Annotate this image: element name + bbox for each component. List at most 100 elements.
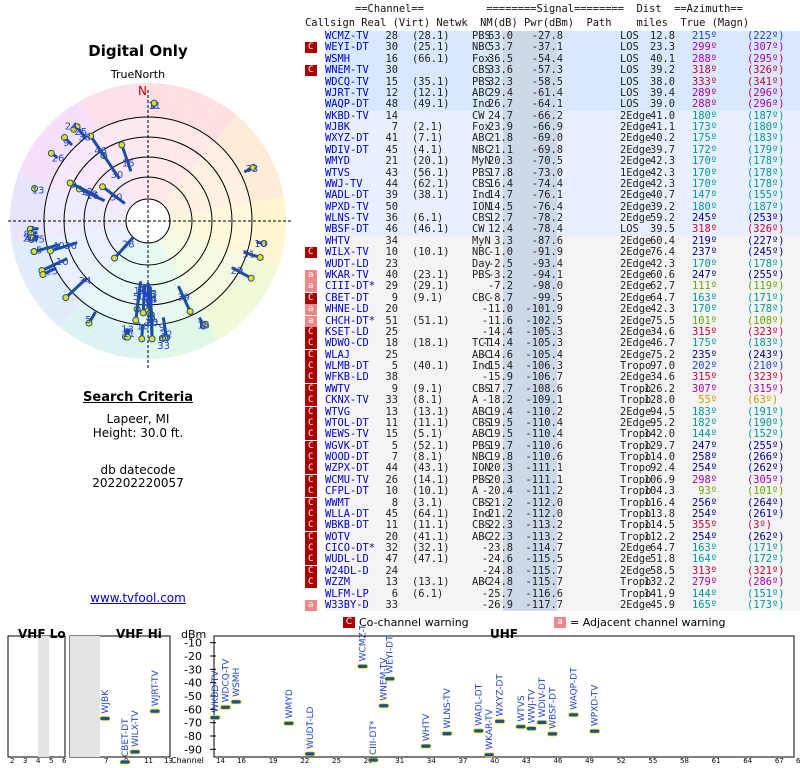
sector-wedge	[148, 91, 217, 221]
cell-real: 14	[385, 109, 398, 122]
cochannel-warning-icon: C	[305, 429, 317, 441]
cell-cs[interactable]: WZPX-DT	[325, 462, 369, 475]
cell-cs[interactable]: WZZM	[325, 576, 351, 589]
cell-nm: -17.7	[481, 382, 513, 395]
cell-cs[interactable]: WWJ-TV	[325, 177, 363, 190]
cell-cs[interactable]: CHCH-DT*	[325, 314, 376, 327]
signal-bar-label: WJBK	[101, 689, 111, 714]
cell-real: 51	[385, 314, 398, 327]
cell-cs[interactable]: WSMH	[325, 52, 351, 65]
cell-cs[interactable]: WOOD-DT	[325, 451, 369, 464]
cell-cs[interactable]: WJBK	[325, 121, 351, 134]
cell-path: Tropo	[620, 587, 652, 600]
cell-tru: 245º	[691, 212, 717, 225]
cell-cs[interactable]: WOTV	[325, 530, 351, 543]
cell-cs[interactable]: WWMT	[325, 496, 351, 509]
cell-cs[interactable]: WLMB-DT	[325, 360, 369, 373]
cell-cs[interactable]: CFPL-DT	[325, 485, 369, 498]
cell-nm: -18.2	[481, 394, 513, 407]
cochannel-warning-icon: C	[305, 247, 317, 259]
cell-mag: (255º)	[747, 268, 785, 281]
cell-cs[interactable]: WEYI-DT	[325, 41, 369, 54]
cell-cs[interactable]: W33BY-D	[325, 599, 369, 611]
true-north-label: TrueNorth	[110, 68, 166, 81]
cell-mag: (180º)	[747, 121, 785, 134]
cell-cs[interactable]: WTVG	[325, 405, 351, 418]
cell-cs[interactable]: WUDL-LD	[325, 553, 369, 566]
cell-cs[interactable]: WBSF-DT	[325, 223, 369, 236]
cell-dist: 59.2	[649, 212, 675, 225]
cell-net: ABC	[472, 86, 491, 99]
cell-cs[interactable]: WMYD	[325, 155, 351, 168]
cell-cs[interactable]: CICO-DT*	[325, 542, 376, 555]
cell-cs[interactable]: WKAR-TV	[325, 268, 369, 281]
cell-cs[interactable]: KSET-LD	[325, 325, 369, 338]
signal-bar	[441, 731, 453, 736]
station-channel-label: 24	[65, 122, 78, 133]
cell-cs[interactable]: WWTV	[325, 382, 351, 395]
cell-cs[interactable]: WILX-TV	[325, 246, 369, 259]
cell-cs[interactable]: WDWO-CD	[325, 337, 369, 350]
cell-path: 2Edge	[620, 416, 652, 429]
uhf-tick-label: 14	[216, 757, 225, 765]
cell-dist: 39.7	[649, 143, 675, 156]
station-direction-line	[176, 285, 192, 313]
cell-virt: (11.1)	[412, 519, 450, 532]
vhf-lo-shade	[38, 636, 49, 757]
cell-mag: (152º)	[747, 428, 785, 441]
cell-tru: 279º	[691, 576, 717, 589]
cell-cs[interactable]: WNEM-TV	[325, 64, 369, 77]
cell-cs[interactable]: WDCQ-TV	[325, 75, 369, 88]
cell-cs[interactable]: WUDT-LD	[325, 257, 369, 270]
station-channel-label: 44	[145, 295, 158, 306]
cell-cs[interactable]: WLNS-TV	[325, 212, 369, 225]
cell-tru: 256º	[691, 496, 717, 509]
cell-pwr: -69.8	[531, 143, 563, 156]
tvfool-link[interactable]: www.tvfool.com	[90, 591, 186, 605]
cell-tru: 254º	[691, 507, 717, 520]
cell-pwr: -113.2	[525, 519, 563, 532]
sector-wedge	[148, 173, 284, 221]
cell-cs[interactable]: WJRT-TV	[325, 86, 369, 99]
cell-cs[interactable]: WLAJ	[325, 348, 351, 361]
cell-nm: -26.9	[481, 599, 513, 611]
cell-cs[interactable]: WGVK-DT	[325, 439, 369, 452]
cell-cs[interactable]: WXYZ-DT	[325, 132, 369, 145]
station-direction-line	[64, 277, 88, 299]
cell-real: 43	[385, 166, 398, 179]
cell-virt: (9.1)	[412, 382, 444, 395]
cell-mag: (183º)	[747, 337, 785, 350]
cell-cs[interactable]: WCMZ-TV	[325, 30, 369, 42]
cell-cs[interactable]: WAQP-DT	[325, 98, 369, 111]
cell-cs[interactable]: WTOL-DT	[325, 416, 369, 429]
cell-real: 13	[385, 405, 398, 418]
cell-cs[interactable]: WCMU-TV	[325, 473, 369, 486]
cell-cs[interactable]: WLLA-DT	[325, 507, 369, 520]
cell-path: LOS	[620, 223, 639, 236]
cell-cs[interactable]: WEWS-TV	[325, 428, 369, 441]
cell-real: 16	[385, 52, 398, 65]
cell-real: 25	[385, 348, 398, 361]
cell-tru: 173º	[691, 121, 717, 134]
cell-nm: 14.7	[487, 189, 513, 202]
cell-cs[interactable]: CKNX-TV	[325, 394, 369, 407]
cell-cs[interactable]: CIII-DT*	[325, 280, 376, 293]
station-channel-label: 9	[159, 322, 165, 333]
cell-cs[interactable]: WLFM-LP	[325, 587, 369, 600]
table-row: WCMZ-TV 28 (28.1) PBS 63.0 -27.8 LOS 12.8 215º (2…	[305, 30, 800, 43]
cell-cs[interactable]: WDIV-DT	[325, 143, 369, 156]
cell-cs[interactable]: WHTV	[325, 234, 351, 247]
cell-cs[interactable]: WKBD-TV	[325, 109, 369, 122]
cell-cs[interactable]: WBKB-DT	[325, 519, 369, 532]
cell-cs[interactable]: WTVS	[325, 166, 351, 179]
cell-cs[interactable]: WADL-DT	[325, 189, 369, 202]
station-channel-label: 47	[159, 334, 172, 345]
cell-cs[interactable]: W24DL-D	[325, 564, 369, 577]
cell-mag: (305º)	[747, 473, 785, 486]
cell-cs[interactable]: WPXD-TV	[325, 200, 369, 213]
cell-path: Tropo	[620, 428, 652, 441]
cell-cs[interactable]: WFKB-LD	[325, 371, 369, 384]
cell-real: 15	[385, 75, 398, 88]
cell-cs[interactable]: WHNE-LD	[325, 303, 369, 316]
cell-cs[interactable]: CBET-DT	[325, 291, 369, 304]
